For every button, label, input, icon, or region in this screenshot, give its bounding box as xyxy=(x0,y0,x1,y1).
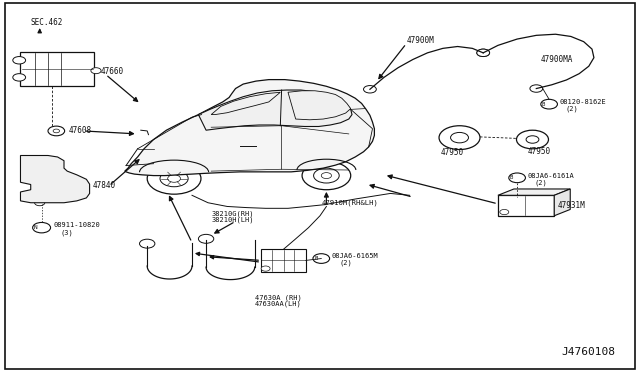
Text: 47931M: 47931M xyxy=(558,201,586,210)
Circle shape xyxy=(314,168,339,183)
Bar xyxy=(261,249,306,272)
Circle shape xyxy=(13,74,26,81)
Circle shape xyxy=(530,85,543,92)
Text: 47950: 47950 xyxy=(440,148,463,157)
Circle shape xyxy=(364,86,376,93)
Circle shape xyxy=(451,132,468,143)
Text: 47900MA: 47900MA xyxy=(541,55,573,64)
Polygon shape xyxy=(198,90,352,130)
Text: 08JA6-6165M: 08JA6-6165M xyxy=(332,253,378,259)
Text: 08911-10820: 08911-10820 xyxy=(53,222,100,228)
Text: 47608: 47608 xyxy=(69,126,92,135)
Text: 38210G(RH): 38210G(RH) xyxy=(211,211,253,217)
Circle shape xyxy=(541,99,557,109)
Circle shape xyxy=(56,183,69,190)
Text: N: N xyxy=(33,225,37,230)
Text: 47900M: 47900M xyxy=(406,36,434,45)
Circle shape xyxy=(48,126,65,136)
Text: 47630AA(LH): 47630AA(LH) xyxy=(255,301,301,307)
Circle shape xyxy=(439,126,480,150)
Circle shape xyxy=(198,234,214,243)
Circle shape xyxy=(516,130,548,149)
Circle shape xyxy=(509,173,525,183)
Circle shape xyxy=(160,170,188,187)
Circle shape xyxy=(33,192,46,199)
Circle shape xyxy=(53,129,60,133)
Text: SEC.462: SEC.462 xyxy=(31,18,63,27)
Bar xyxy=(20,52,94,86)
Circle shape xyxy=(147,163,201,194)
Text: B: B xyxy=(541,102,545,107)
Text: J4760108: J4760108 xyxy=(562,347,616,356)
Circle shape xyxy=(140,239,155,248)
Text: B: B xyxy=(314,256,318,261)
Polygon shape xyxy=(211,92,280,115)
Circle shape xyxy=(13,57,26,64)
Bar xyxy=(498,195,554,216)
Text: 08JA6-6161A: 08JA6-6161A xyxy=(527,173,574,179)
Circle shape xyxy=(526,136,539,143)
Polygon shape xyxy=(20,155,90,203)
Circle shape xyxy=(477,49,490,57)
Circle shape xyxy=(168,175,180,182)
Circle shape xyxy=(477,49,490,57)
Text: (2): (2) xyxy=(534,179,547,186)
Circle shape xyxy=(500,209,509,215)
Circle shape xyxy=(91,68,101,74)
Circle shape xyxy=(321,173,332,179)
Polygon shape xyxy=(498,189,570,195)
Text: 38210H(LH): 38210H(LH) xyxy=(211,216,253,223)
Circle shape xyxy=(261,266,270,271)
Circle shape xyxy=(313,254,330,263)
Text: B: B xyxy=(509,175,513,180)
Text: (2): (2) xyxy=(339,259,352,266)
Polygon shape xyxy=(288,91,351,120)
Circle shape xyxy=(33,222,51,233)
Text: 47660: 47660 xyxy=(101,67,124,76)
Circle shape xyxy=(302,161,351,190)
Text: 08120-8162E: 08120-8162E xyxy=(559,99,606,105)
Bar xyxy=(191,124,209,131)
Circle shape xyxy=(33,179,46,186)
Text: (2): (2) xyxy=(566,106,579,112)
Circle shape xyxy=(35,200,45,206)
Text: 47910M(RH&LH): 47910M(RH&LH) xyxy=(322,199,379,206)
Text: 47630A (RH): 47630A (RH) xyxy=(255,294,301,301)
Text: (3): (3) xyxy=(61,229,74,236)
Text: 47950: 47950 xyxy=(528,147,551,156)
Polygon shape xyxy=(554,189,570,216)
Polygon shape xyxy=(125,80,374,176)
Text: 47840: 47840 xyxy=(93,182,116,190)
